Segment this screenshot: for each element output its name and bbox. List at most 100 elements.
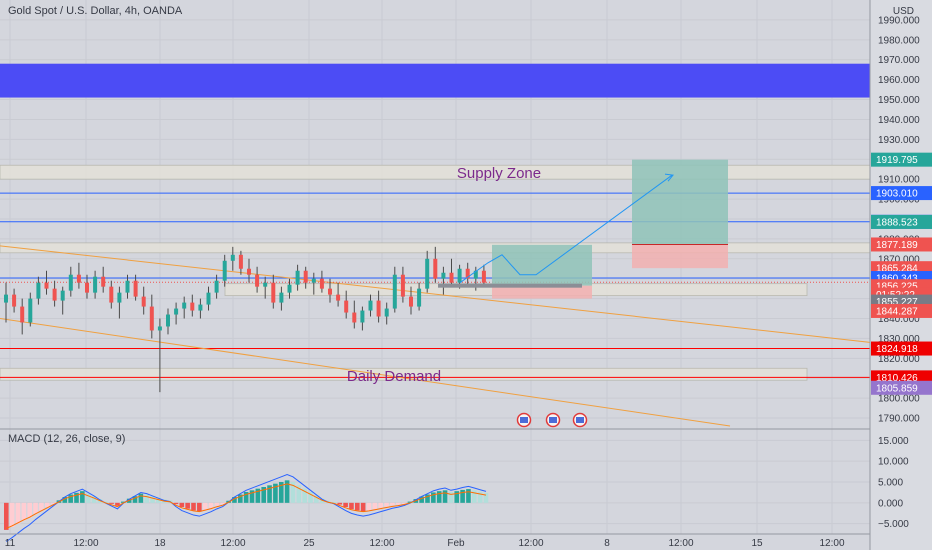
trend-line-lower (0, 318, 731, 427)
candle-body (149, 306, 154, 331)
time-axis[interactable]: 11 12:00 18 12:00 25 12:00 Feb 12:00 8 12:00 15 12:… (5, 538, 845, 549)
price-tag: 1903.010 (871, 186, 932, 201)
candle-body (368, 300, 373, 311)
macd-histogram-bar (208, 502, 214, 508)
price-tick-label: 1910.000 (878, 175, 920, 186)
price-tag: 1888.523 (871, 214, 932, 229)
macd-histogram-bar (401, 502, 407, 504)
price-tags: 1919.7951903.0101888.5851888.5231877.189… (871, 152, 932, 395)
price-tag-text: 1860.343 (876, 274, 918, 285)
candle (68, 266, 73, 297)
currency-label: USD (893, 6, 914, 17)
candle (230, 246, 235, 271)
macd-tick-label: 10.000 (878, 457, 909, 468)
candle-body (125, 280, 130, 293)
macd-histogram-bar (466, 489, 471, 503)
price-tag-bg (871, 237, 932, 252)
macd-histogram-bar (395, 502, 401, 505)
macd-title[interactable]: MACD (12, 26, close, 9) (8, 433, 125, 445)
candle-body (433, 258, 438, 279)
macd-histogram-bar (454, 491, 460, 503)
candle-body (85, 282, 89, 293)
economic-event-flag-icon[interactable] (516, 412, 532, 428)
macd-histogram-bar (460, 489, 465, 503)
long-position-loss[interactable] (492, 285, 592, 299)
price-tag: 1824.918 (871, 341, 932, 356)
candle-body (182, 302, 187, 309)
price-tag-bg (871, 152, 932, 167)
candle-body (311, 278, 316, 283)
symbol-title[interactable]: Gold Spot / U.S. Dollar, 4h, OANDA (8, 5, 183, 17)
candle (481, 264, 486, 287)
price-tick-label: 1980.000 (878, 35, 920, 46)
macd-histogram-bar (4, 502, 9, 530)
candle (222, 254, 227, 287)
candle-body (93, 276, 98, 293)
candle-body (441, 272, 446, 279)
macd-histogram-bar (419, 496, 424, 503)
candle-body (279, 292, 284, 303)
macd-histogram-bar (331, 502, 337, 503)
candle (28, 292, 33, 327)
macd-histogram-bar (232, 497, 237, 503)
economic-event-flag-icon[interactable] (545, 412, 561, 428)
price-tag-text: 1844.287 (876, 306, 918, 317)
candle-body (28, 298, 33, 323)
price-tag: 1805.859 (871, 380, 932, 395)
candle-body (457, 268, 462, 283)
candle (287, 278, 292, 299)
price-tick-label: 1820.000 (878, 354, 920, 365)
candle-body (44, 282, 49, 289)
candle (352, 300, 357, 329)
candle-body (400, 274, 405, 297)
candle-body (222, 260, 227, 281)
candle-body (20, 306, 25, 323)
time-tick-label: 12:00 (668, 538, 693, 549)
macd-histogram-bar (144, 494, 149, 503)
target-position-profit[interactable] (632, 159, 728, 245)
candle-body (141, 296, 146, 307)
candle (44, 270, 49, 295)
macd-histogram-bar (85, 493, 91, 503)
candle (166, 308, 170, 335)
macd-tick-label: 15.000 (878, 436, 909, 447)
macd-histogram-bar (314, 495, 319, 503)
macd-axis[interactable]: 15.000 10.000 5.000 0.000 −5.000 (878, 436, 909, 530)
macd-histogram-bar (150, 496, 155, 503)
candle (190, 294, 195, 317)
candle (247, 258, 251, 283)
macd-histogram-bar (273, 483, 278, 503)
price-tag-text: 1805.859 (876, 383, 918, 394)
trend-line-upper (0, 245, 871, 343)
candle-body (109, 286, 114, 303)
candle-body (166, 314, 170, 327)
macd-histogram-bar (472, 490, 477, 503)
macd-histogram-bar (349, 502, 354, 510)
candle (409, 286, 413, 315)
candle (425, 250, 430, 293)
macd-histogram-bar (15, 502, 21, 524)
candle-body (198, 304, 203, 311)
zone-rect (0, 367, 808, 381)
candle (400, 266, 405, 303)
macd-histogram-bar (197, 502, 202, 512)
economic-event-flag-icon[interactable] (572, 412, 588, 428)
macd-histogram-bar (436, 491, 442, 503)
macd-histogram-bar (33, 502, 38, 514)
candle-body (360, 310, 365, 323)
candle (93, 270, 98, 299)
macd-histogram-bar (173, 502, 179, 505)
macd-histogram-bar (21, 502, 27, 521)
macd-histogram-bar (302, 488, 307, 503)
macd-histogram-bar (372, 502, 378, 510)
target-position-loss[interactable] (632, 244, 728, 269)
macd-histogram-bar (27, 502, 32, 518)
long-position-profit[interactable] (492, 244, 592, 286)
macd-histogram-bar (9, 502, 15, 527)
macd-histogram-bar (68, 494, 73, 503)
macd-tick-label: 0.000 (878, 498, 903, 509)
candle-body (206, 292, 211, 305)
price-tag-bg (871, 214, 932, 229)
candle-body (117, 292, 122, 303)
price-tag-text: 1824.918 (876, 344, 918, 355)
